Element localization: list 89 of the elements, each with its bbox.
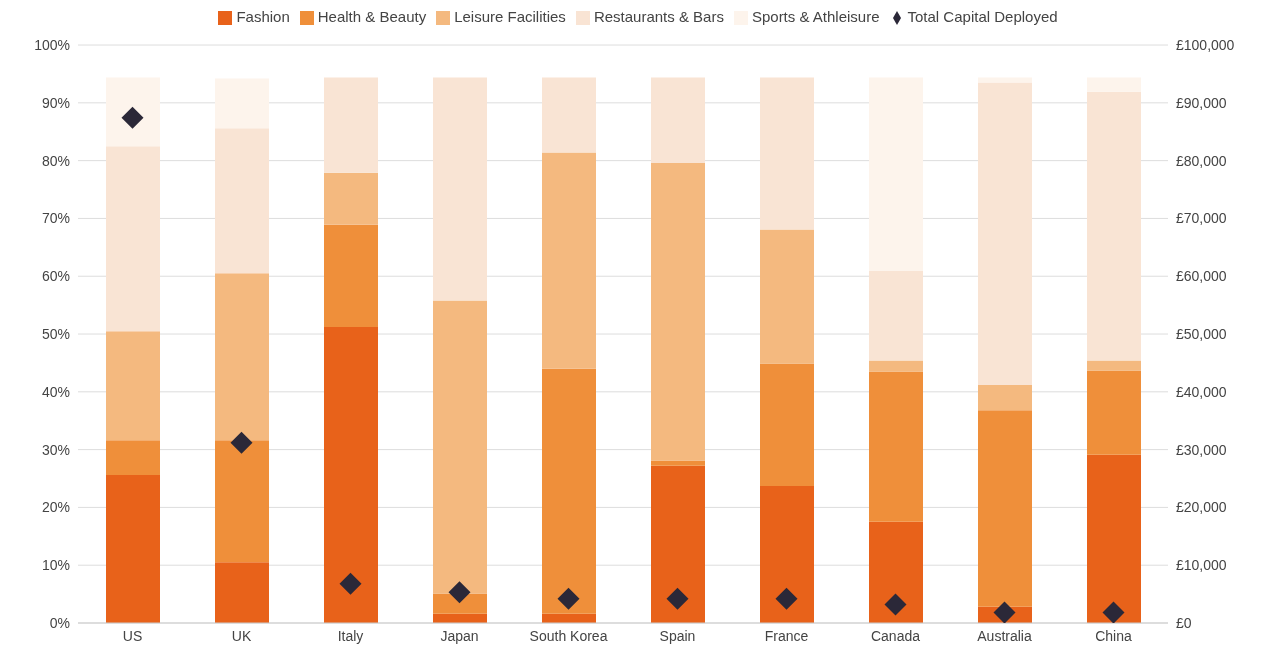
point — [993, 601, 1016, 623]
bar — [324, 77, 378, 173]
y2-tick-label: £80,000 — [1176, 152, 1227, 169]
bar — [869, 271, 923, 361]
y-tick-label: 50% — [41, 325, 70, 342]
bar — [760, 363, 814, 487]
bar — [106, 146, 160, 332]
bar — [215, 273, 269, 441]
bar — [978, 384, 1032, 411]
bar — [869, 521, 923, 623]
y-tick-label: 60% — [41, 268, 70, 285]
bar — [106, 77, 160, 147]
y-tick-label: 40% — [41, 383, 70, 400]
point — [775, 587, 798, 610]
bar — [542, 152, 596, 369]
bar — [542, 77, 596, 153]
point — [1102, 601, 1125, 623]
y2-tick-label: £10,000 — [1176, 557, 1227, 574]
bar — [215, 78, 269, 129]
y-tick-label: 100% — [34, 37, 70, 53]
x-tick-label: UK — [231, 627, 252, 644]
y2-tick-label: £100,000 — [1176, 37, 1235, 53]
legend-label: Fashion — [236, 8, 290, 25]
bar — [1087, 91, 1141, 361]
x-tick-label: Japan — [440, 627, 479, 644]
x-tick-label: South Korea — [529, 627, 608, 644]
y2-tick-label: £90,000 — [1176, 94, 1227, 111]
bar — [978, 82, 1032, 385]
x-tick-label: Spain — [659, 627, 696, 644]
bar — [324, 327, 378, 623]
bar — [651, 460, 705, 466]
x-tick-label: Australia — [977, 627, 1032, 644]
bar — [869, 77, 923, 272]
point — [230, 431, 253, 454]
bar — [869, 360, 923, 372]
legend-label: Total Capital Deployed — [907, 8, 1058, 25]
bar — [324, 224, 378, 328]
bar — [106, 331, 160, 441]
y2-tick-label: £20,000 — [1176, 499, 1227, 516]
bar — [869, 371, 923, 522]
y2-tick-label: £70,000 — [1176, 210, 1227, 227]
bar — [760, 77, 814, 230]
bar — [433, 77, 487, 301]
bar — [433, 300, 487, 594]
bar — [1087, 360, 1141, 371]
y-tick-label: 30% — [41, 441, 70, 458]
y-tick-label: 0% — [49, 614, 70, 631]
legend-label: Leisure Facilities — [454, 8, 566, 25]
y-tick-label: 10% — [41, 557, 70, 574]
y-tick-label: 80% — [41, 152, 70, 169]
point — [666, 587, 689, 610]
y-tick-label: 70% — [41, 210, 70, 227]
bar — [1087, 370, 1141, 455]
point — [448, 581, 471, 604]
point — [884, 593, 907, 616]
x-tick-label: France — [764, 627, 809, 644]
y2-tick-label: £60,000 — [1176, 268, 1227, 285]
bar — [324, 172, 378, 225]
legend-label: Restaurants & Bars — [593, 8, 724, 25]
x-tick-label: China — [1095, 627, 1132, 644]
y2-tick-label: £0 — [1176, 614, 1192, 631]
y2-tick-label: £30,000 — [1176, 441, 1227, 458]
bar — [215, 128, 269, 274]
y2-tick-label: £40,000 — [1176, 383, 1227, 400]
bar — [215, 440, 269, 563]
bar — [978, 77, 1032, 83]
legend-label: Sports & Athleisure — [751, 8, 880, 25]
x-tick-label: Canada — [870, 627, 921, 644]
bar — [433, 593, 487, 614]
bar — [1087, 454, 1141, 623]
bar — [215, 562, 269, 623]
legend-label: Health & Beauty — [317, 8, 427, 25]
point — [339, 572, 362, 595]
y-tick-label: 90% — [41, 94, 70, 111]
y2-tick-label: £50,000 — [1176, 325, 1227, 342]
point — [557, 587, 580, 610]
bar — [651, 465, 705, 623]
bar — [106, 475, 160, 623]
y-tick-label: 20% — [41, 499, 70, 516]
bar — [760, 486, 814, 623]
bar — [760, 229, 814, 364]
bar — [542, 368, 596, 614]
x-tick-label: US — [122, 627, 143, 644]
bar — [106, 440, 160, 476]
x-tick-label: Italy — [337, 627, 364, 644]
bar — [1087, 77, 1141, 92]
bar — [978, 410, 1032, 607]
bar — [651, 77, 705, 163]
bar — [651, 162, 705, 461]
